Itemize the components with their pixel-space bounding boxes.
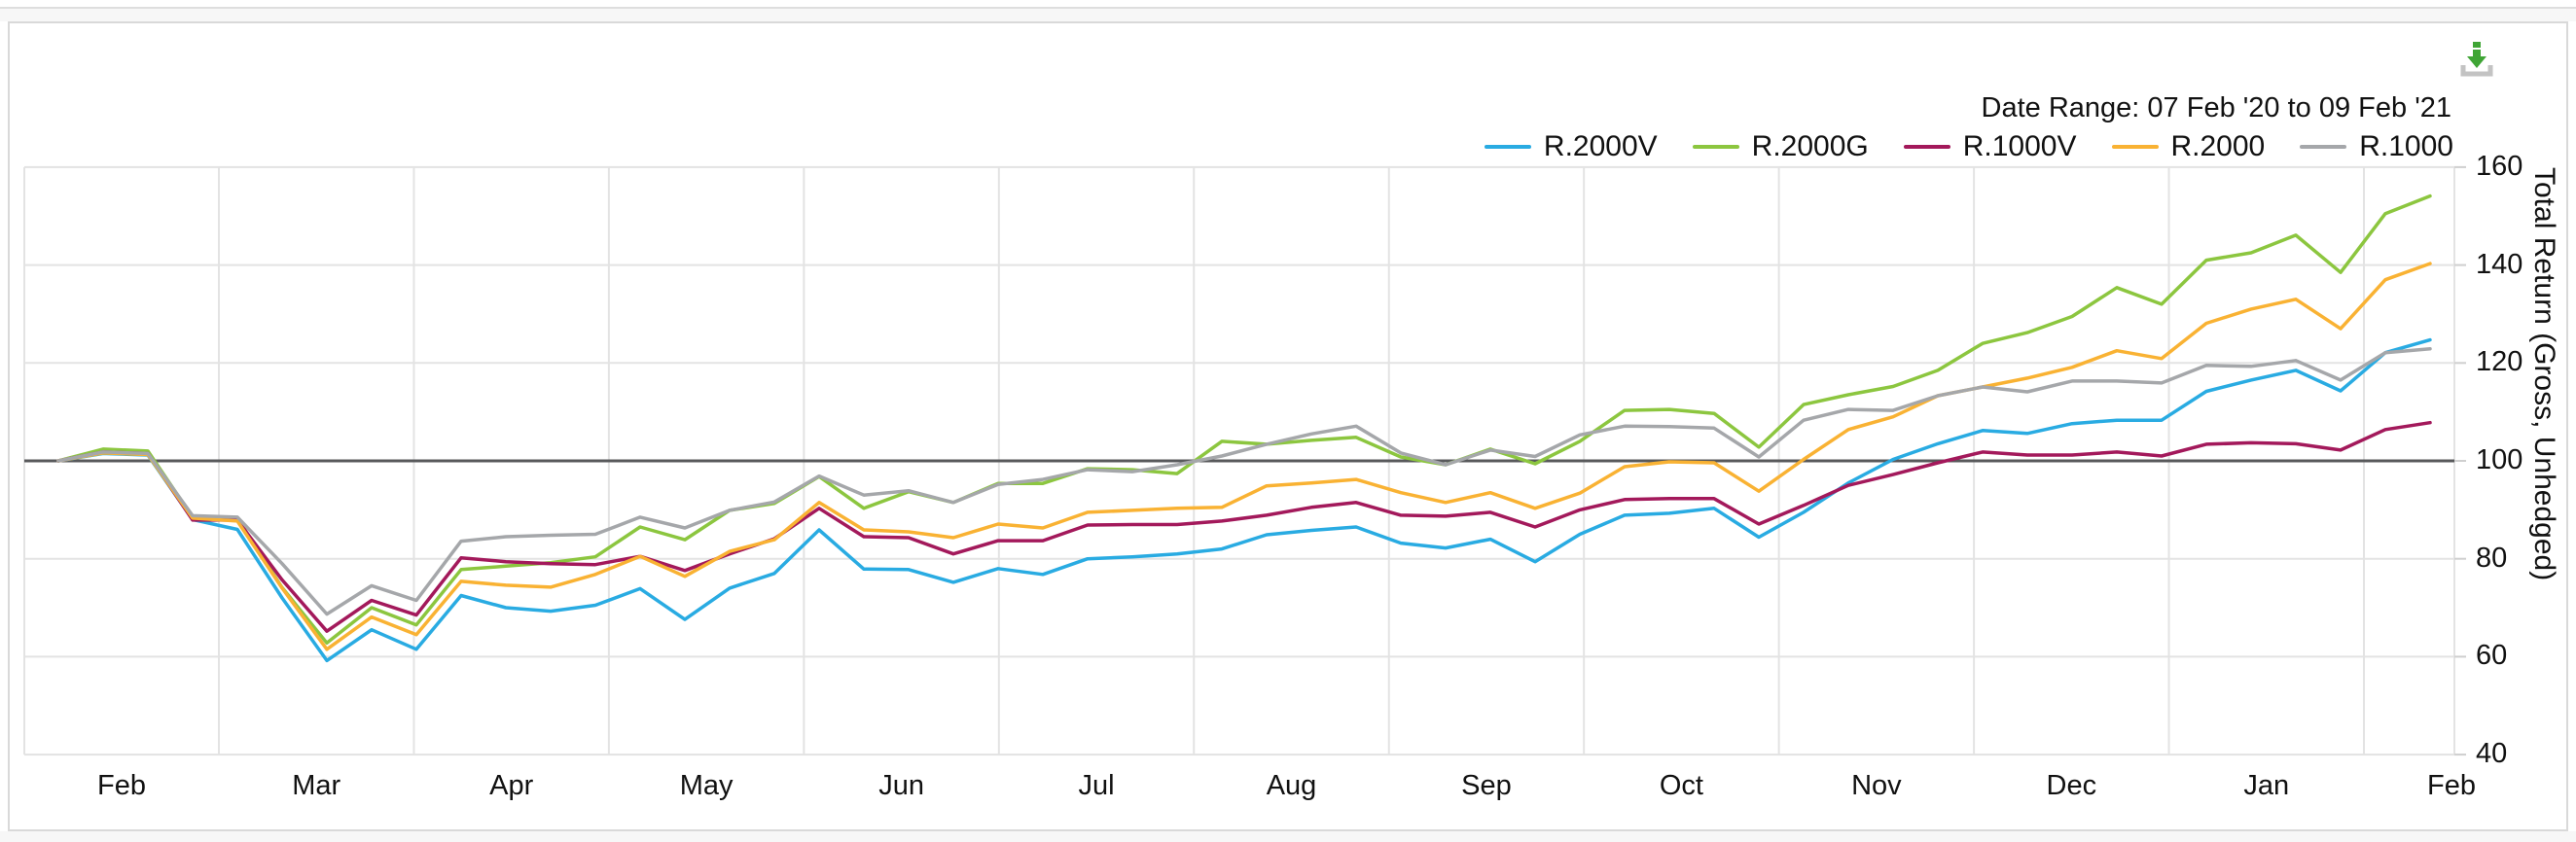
x-tick-label: Sep <box>1461 770 1512 801</box>
y-tick-label: 160 <box>2476 150 2523 182</box>
top-divider <box>0 7 2576 9</box>
bottom-band <box>0 831 2576 842</box>
x-tick-label: Jun <box>878 770 924 801</box>
legend-line-swatch <box>2300 145 2347 149</box>
y-tick-label: 120 <box>2476 346 2523 378</box>
top-band <box>0 9 2576 21</box>
y-tick-label: 100 <box>2476 444 2523 475</box>
x-tick-label: Oct <box>1659 770 1703 801</box>
x-tick-label: Dec <box>2046 770 2097 801</box>
date-range-label: Date Range: 07 Feb '20 to 09 Feb '21 <box>1981 92 2451 123</box>
series-line-r2000 <box>56 262 2432 651</box>
legend-label: R.1000 <box>2359 130 2453 162</box>
series-line-r1000 <box>56 346 2432 616</box>
x-tick-label: Feb <box>97 770 146 801</box>
chart-panel <box>8 21 2568 831</box>
x-tick-label: Feb <box>2427 770 2476 801</box>
legend: R.2000V R.2000G R.1000V R.2000 R.1000 <box>1484 130 2453 163</box>
legend-label: R.2000V <box>1543 130 1658 162</box>
y-tick-label: 80 <box>2476 542 2508 574</box>
series-line-r2000g <box>56 193 2432 646</box>
legend-line-swatch <box>1903 145 1950 149</box>
legend-label: R.2000 <box>2170 130 2266 162</box>
x-tick-label: Mar <box>292 770 341 801</box>
y-tick-label: 60 <box>2476 640 2508 672</box>
x-tick-label: Jan <box>2243 770 2290 801</box>
legend-line-swatch <box>2111 145 2159 149</box>
legend-item-r1000v[interactable]: R.1000V <box>1903 130 2077 163</box>
y-tick-label: 40 <box>2476 738 2508 770</box>
legend-line-swatch <box>1692 145 1739 149</box>
x-tick-label: Aug <box>1266 770 1317 801</box>
download-icon <box>2460 42 2493 77</box>
y-tick-label: 140 <box>2476 248 2523 280</box>
series-line-r1000v <box>56 420 2432 633</box>
x-tick-label: May <box>679 770 733 801</box>
x-tick-label: Apr <box>489 770 534 801</box>
series-line-r2000v <box>56 337 2432 663</box>
legend-item-r2000g[interactable]: R.2000G <box>1692 130 1869 163</box>
legend-label: R.1000V <box>1962 130 2077 162</box>
y-axis-title: Total Return (Gross, Unhedged) <box>2528 167 2560 581</box>
legend-item-r2000v[interactable]: R.2000V <box>1484 130 1658 163</box>
legend-label: R.2000G <box>1751 130 1869 162</box>
legend-item-r2000[interactable]: R.2000 <box>2111 130 2266 163</box>
legend-item-r1000[interactable]: R.1000 <box>2300 130 2453 163</box>
download-button[interactable] <box>2455 39 2498 82</box>
legend-line-swatch <box>1484 145 1531 149</box>
x-tick-label: Jul <box>1078 770 1115 801</box>
x-tick-label: Nov <box>1851 770 1902 801</box>
